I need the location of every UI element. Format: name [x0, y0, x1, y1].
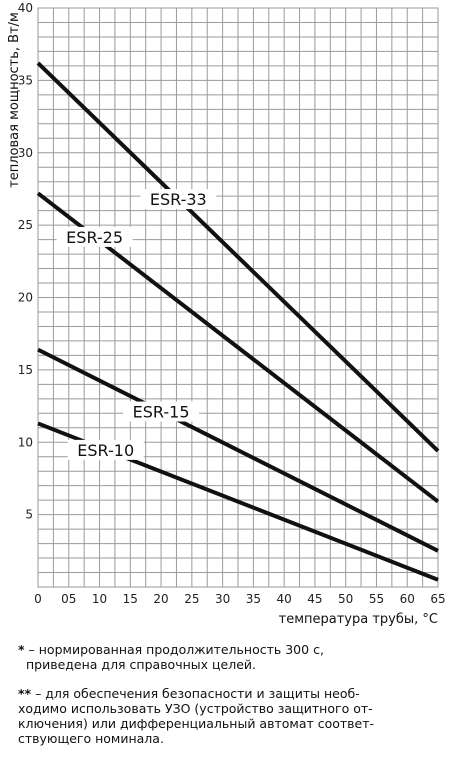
series-label-background: [123, 401, 200, 422]
series-label: ESR-25: [66, 228, 123, 247]
x-tick-label: 20: [153, 592, 168, 606]
x-tick-label: 60: [400, 592, 415, 606]
x-tick-label: 30: [215, 592, 230, 606]
footnote-text-line: – для обеспечения безопасности и защиты …: [35, 686, 360, 701]
x-tick-label: 15: [123, 592, 138, 606]
y-tick-label: 15: [18, 363, 33, 377]
series-label-background: [56, 226, 133, 247]
series-label-background: [67, 439, 144, 460]
y-tick-label: 25: [18, 218, 33, 232]
series-line: [37, 347, 439, 553]
y-tick-label: 30: [18, 146, 33, 160]
series-label-background: [140, 189, 217, 210]
footnote-text-line: ствующего номинала.: [18, 731, 164, 746]
footnote-text-line: ключения) или дифференциальный автомат с…: [18, 716, 375, 731]
footnote-2: ** – для обеспечения безопасности и защи…: [18, 686, 438, 746]
series-labels: ESR-33 ESR-25 ESR-15 ESR-10: [56, 189, 217, 460]
x-tick-label: 55: [369, 592, 384, 606]
series-label: ESR-15: [133, 403, 190, 422]
footnote-text-line: – нормированная продолжительность 300 с,: [28, 642, 324, 657]
footnote-marker: **: [18, 686, 32, 701]
series-label: ESR-10: [77, 441, 134, 460]
y-tick-label: 10: [18, 435, 33, 449]
y-tick-label: 35: [18, 73, 33, 87]
y-tick-label: 20: [18, 291, 33, 305]
x-tick-label: 40: [277, 592, 292, 606]
series-label: ESR-33: [150, 190, 207, 209]
chart-grid: [37, 7, 439, 588]
footnote-text-line: приведена для справочных целей.: [26, 657, 256, 672]
footnote-1: * – нормированная продолжительность 300 …: [18, 642, 438, 672]
y-axis-title: тепловая мощность, Вт/м: [7, 12, 22, 188]
x-axis-title: температура трубы, °С: [279, 612, 438, 627]
x-tick-label: 35: [246, 592, 261, 606]
x-tick-label: 05: [61, 592, 76, 606]
x-tick-label: 50: [338, 592, 353, 606]
y-tick-label: 5: [25, 508, 33, 522]
series-line: [36, 61, 440, 453]
axis-ticks: 0 05 10 15 20 25 30 35 40 45 50 55 60 65 5 10 15 20 25 30 35…: [18, 1, 446, 606]
x-tick-label: 65: [430, 592, 445, 606]
x-tick-label: 45: [307, 592, 322, 606]
footnote-marker: *: [18, 642, 25, 657]
x-tick-label: 10: [92, 592, 107, 606]
footnotes: * – нормированная продолжительность 300 …: [18, 642, 438, 760]
x-tick-label: 25: [184, 592, 199, 606]
footnote-text-line: ходимо использовать УЗО (устройство защи…: [18, 701, 373, 716]
line-chart: ESR-33 ESR-25 ESR-15 ESR-10 0 05 10 15 20 25 30 35…: [7, 1, 446, 627]
x-tick-label: 0: [34, 592, 42, 606]
y-tick-label: 40: [18, 1, 33, 15]
